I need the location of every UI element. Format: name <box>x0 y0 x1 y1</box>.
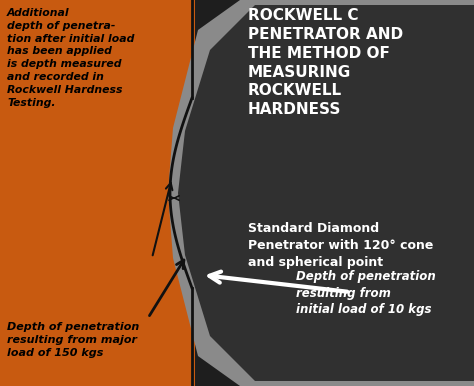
Text: Depth of penetration
resulting from major
load of 150 kgs: Depth of penetration resulting from majo… <box>7 322 139 357</box>
Text: Additional
depth of penetra-
tion after initial load
has been applied
is depth m: Additional depth of penetra- tion after … <box>7 8 134 108</box>
Bar <box>0 0 210 386</box>
Polygon shape <box>0 0 192 386</box>
Bar <box>195 0 474 386</box>
Polygon shape <box>168 0 474 386</box>
Text: Depth of penetration
resulting from
initial load of 10 kgs: Depth of penetration resulting from init… <box>296 270 436 316</box>
Text: Standard Diamond
Penetrator with 120° cone
and spherical point: Standard Diamond Penetrator with 120° co… <box>248 222 433 269</box>
Polygon shape <box>178 5 474 381</box>
Text: ROCKWELL C
PENETRATOR AND
THE METHOD OF
MEASURING
ROCKWELL
HARDNESS: ROCKWELL C PENETRATOR AND THE METHOD OF … <box>248 8 403 117</box>
